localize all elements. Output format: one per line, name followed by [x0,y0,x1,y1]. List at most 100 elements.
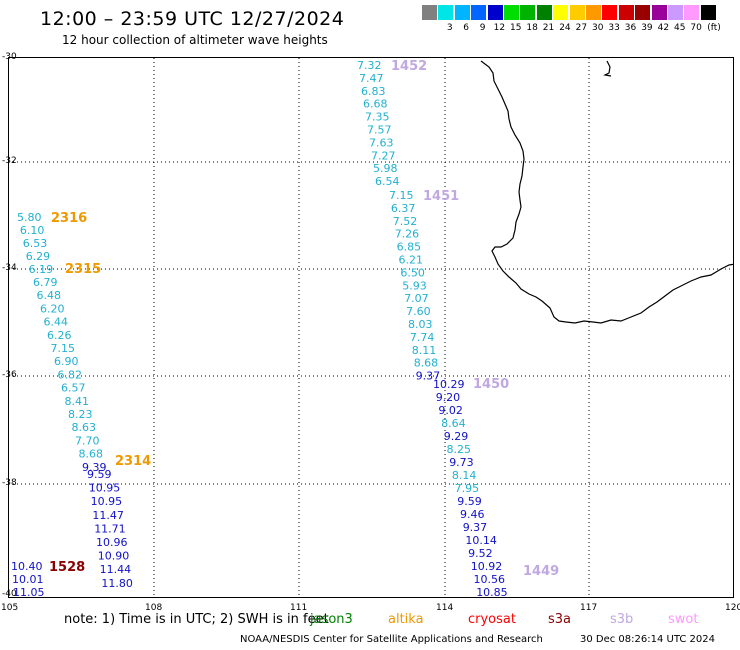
wave-height-value: 10.92 [471,560,503,573]
wave-height-value: 6.68 [363,98,388,111]
longitude-label: 111 [290,603,308,613]
wave-height-value: 8.68 [79,448,104,461]
legend-label: 42 [657,23,670,33]
wave-height-value: 6.19 [29,263,53,276]
wave-height-value: 11.05 [13,586,45,598]
legend-swatch [635,5,651,20]
satellite-name: cryosat [468,612,516,627]
wave-height-value: 6.44 [44,316,69,329]
wave-height-value: 7.74 [410,331,435,344]
wave-height-value: 8.63 [72,421,97,434]
wave-height-value: 7.52 [393,215,418,228]
legend-swatch [569,5,585,20]
wave-height-value: 7.63 [369,136,394,149]
longitude-label: 108 [145,603,163,613]
wave-height-value: 6.21 [399,254,424,267]
legend-label: 12 [493,23,506,33]
legend-label: 36 [624,23,637,33]
legend-swatch [618,5,634,20]
satellite-name: swot [668,612,699,627]
wave-height-value: 6.90 [54,355,79,368]
wave-height-value: 10.14 [465,534,497,547]
wave-height-value: 8.11 [412,344,437,357]
wave-height-value: 9.37 [463,521,488,534]
legend-swatch [700,5,716,20]
wave-height-value: 10.01 [12,573,44,586]
wave-height-value: 10.90 [98,550,130,563]
satellite-name: altika [388,612,424,627]
orbit-label: 1451 [423,189,459,204]
longitude-label: 105 [1,603,19,613]
coastline [480,60,733,324]
legend-swatch [438,5,454,20]
orbit-label: 2315 [65,262,101,277]
wave-height-value: 10.29 [433,378,465,391]
wave-height-value: 7.35 [365,111,390,124]
wave-height-value: 9.37 [416,370,441,383]
legend-swatch [504,5,519,20]
wave-height-value: 6.26 [47,329,72,342]
latitude-label: -30 [2,52,17,62]
orbit-label: 2314 [115,454,151,469]
longitude-label: 117 [580,603,598,613]
wave-height-value: 6.37 [391,202,416,215]
wave-height-value: 9.29 [444,430,469,443]
wave-height-value: 7.15 [51,342,76,355]
wave-height-value: 7.26 [395,228,420,241]
wave-height-value: 9.02 [438,404,463,417]
wave-height-value: 5.93 [402,279,427,292]
map-plot: 7.32 7.47 6.83 6.68 7.35 7.57 7.63 7.27 5.98 6.54… [8,57,734,598]
latitude-label: -40 [2,589,17,599]
latitude-label: -32 [2,156,17,166]
wave-height-value: 8.14 [452,469,477,482]
legend-swatch [553,5,569,20]
longitude-label: 120 [725,603,740,613]
wave-height-value: 10.85 [476,586,508,598]
wave-height-value: 10.56 [474,573,506,586]
credit-text: NOAA/NESDIS Center for Satellite Applica… [240,634,543,645]
wave-height-value: 9.73 [449,456,474,469]
wave-height-value: 11.47 [92,509,124,522]
legend-swatch [422,5,437,20]
map-canvas: 7.327.476.836.687.357.577.637.275.986.54… [9,58,733,598]
wave-height-value: 5.80 [17,211,42,224]
wave-height-value: 10.96 [96,536,128,549]
legend-label: 27 [575,23,588,33]
legend-label: 45 [674,23,686,33]
satellite-name: s3b [610,612,634,627]
wave-height-value: 7.60 [406,305,431,318]
wave-height-value: 7.32 [357,59,382,72]
satellite-name: jason3 [310,612,353,627]
wave-height-value: 8.64 [441,417,466,430]
wave-height-value: 6.53 [23,237,48,250]
legend-label: 3 [446,23,453,33]
orbit-label: 1449 [523,564,559,579]
footer-note: note: 1) Time is in UTC; 2) SWH is in fe… [64,612,329,627]
legend-swatch [454,5,470,20]
legend-swatch [520,5,536,20]
wave-height-value: 6.54 [375,175,400,188]
latitude-label: -34 [2,263,17,273]
legend-unit: (ft) [707,23,721,33]
legend-swatch [684,5,700,20]
wave-height-value: 7.07 [404,292,429,305]
legend-swatch [668,5,683,20]
legend-label: 6 [463,23,470,33]
map-title: 12:00 – 23:59 UTC 12/27/2024 [40,8,345,30]
legend-swatch [487,5,503,20]
wave-height-value: 6.82 [58,368,83,381]
legend-label: 21 [542,23,555,33]
wave-height-value: 8.41 [65,395,90,408]
orbit-label: 2316 [51,211,87,226]
latitude-label: -38 [2,478,17,488]
legend-label: 24 [559,23,571,33]
wave-height-value: 7.47 [359,72,384,85]
wave-height-value: 6.48 [37,289,62,302]
orbit-label: 1452 [391,59,427,74]
legend-swatch [651,5,667,20]
latitude-label: -36 [2,370,17,380]
legend-swatch [471,5,487,20]
legend-label: 15 [510,23,522,33]
wave-height-value: 6.20 [40,302,65,315]
wave-height-value: 9.20 [436,391,461,404]
